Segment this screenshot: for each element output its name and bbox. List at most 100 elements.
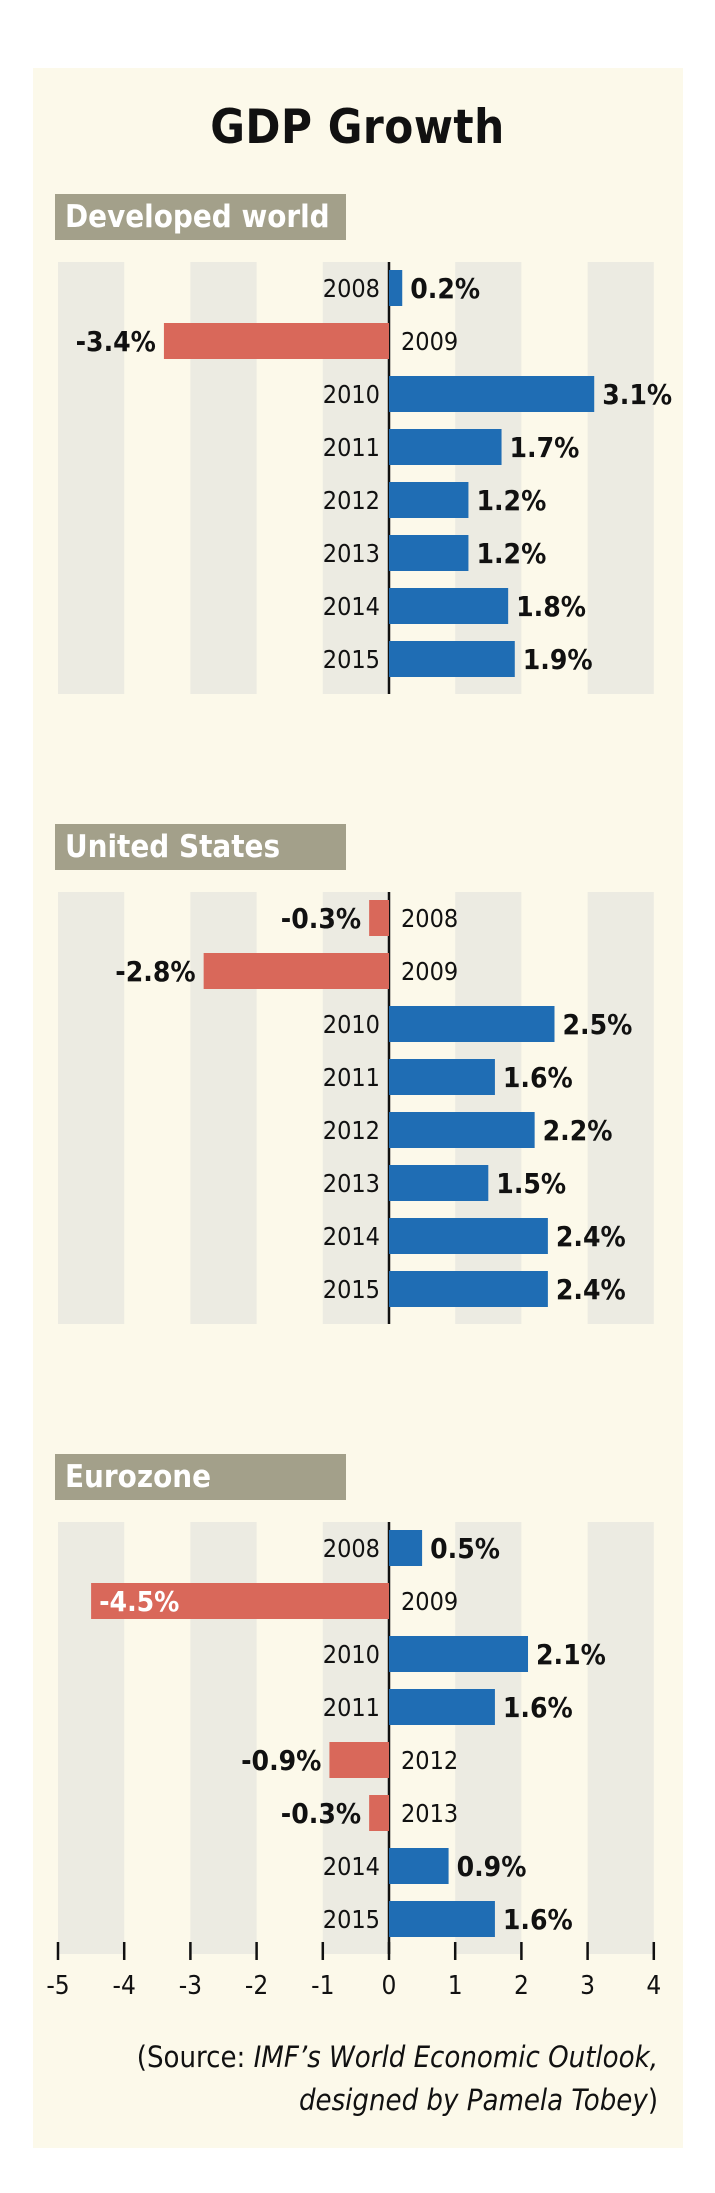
x-tick-label: 1	[448, 1971, 463, 2001]
value-label: 2.2%	[543, 1114, 613, 1147]
source-note: (Source: IMF’s World Economic Outlook, d…	[137, 2036, 658, 2122]
bar	[389, 1059, 495, 1095]
value-label: 0.5%	[430, 1532, 500, 1565]
page-title: GDP Growth	[210, 100, 505, 155]
x-tick-label: 3	[580, 1971, 595, 2001]
year-label: 2011	[323, 1063, 380, 1092]
grid-band	[587, 892, 654, 1324]
panel-title-eurozone: Eurozone	[55, 1454, 346, 1500]
value-label: 1.6%	[503, 1903, 573, 1936]
year-label: 2009	[401, 327, 458, 356]
x-tick-label: -4	[113, 1971, 136, 2001]
source-credit: designed by Pamela Tobey	[298, 2083, 648, 2117]
year-label: 2015	[323, 1275, 380, 1304]
grid-band	[58, 262, 125, 694]
year-label: 2009	[401, 1587, 458, 1616]
value-label: -4.5%	[99, 1585, 179, 1618]
source-publication: IMF’s World Economic Outlook,	[253, 2040, 658, 2074]
year-label: 2012	[323, 486, 380, 515]
bar	[389, 1112, 535, 1148]
source-close: )	[647, 2083, 658, 2117]
year-label: 2014	[323, 592, 380, 621]
value-label: 1.7%	[510, 431, 580, 464]
year-label: 2013	[323, 539, 380, 568]
bar	[91, 1583, 389, 1619]
bar	[389, 1636, 529, 1672]
year-label: 2010	[323, 1010, 380, 1039]
value-label: 2.4%	[556, 1273, 626, 1306]
bar	[389, 1165, 489, 1201]
bar	[389, 1901, 495, 1937]
grid-band	[455, 892, 522, 1324]
value-label: 3.1%	[602, 378, 672, 411]
x-tick-label: -5	[46, 1971, 69, 2001]
value-label: -2.8%	[115, 955, 195, 988]
source-open: (Source:	[136, 2040, 254, 2074]
x-tick-label: 0	[382, 1971, 397, 2001]
year-label: 2008	[323, 274, 380, 303]
year-label: 2014	[323, 1222, 380, 1251]
bar	[329, 1742, 389, 1778]
bar	[203, 953, 389, 989]
year-label: 2013	[401, 1799, 458, 1828]
grid-band	[455, 262, 522, 694]
value-label: 1.6%	[503, 1061, 573, 1094]
value-label: 0.2%	[410, 272, 480, 305]
year-label: 2008	[401, 904, 458, 933]
year-label: 2015	[323, 645, 380, 674]
value-label: 0.9%	[457, 1850, 527, 1883]
value-label: 1.6%	[503, 1691, 573, 1724]
grid-band	[455, 1522, 522, 1954]
bar	[389, 535, 469, 571]
x-tick-label: 2	[514, 1971, 529, 2001]
bar	[389, 376, 595, 412]
bar	[369, 900, 389, 936]
bar	[389, 1271, 548, 1307]
year-label: 2010	[323, 380, 380, 409]
year-label: 2015	[323, 1905, 380, 1934]
value-label: 1.9%	[523, 643, 593, 676]
value-label: -0.3%	[281, 902, 361, 935]
bar	[389, 270, 403, 306]
bar	[389, 482, 469, 518]
bar	[389, 1530, 423, 1566]
x-tick-label: -3	[179, 1971, 202, 2001]
bar	[389, 1218, 548, 1254]
panel-title-united-states: United States	[55, 824, 346, 870]
bar	[369, 1795, 389, 1831]
bar	[389, 1689, 495, 1725]
panel-title-developed-world: Developed world	[55, 194, 346, 240]
grid-band	[58, 892, 125, 1324]
x-tick-label: -2	[245, 1971, 268, 2001]
bar	[163, 323, 389, 359]
value-label: 1.2%	[476, 484, 546, 517]
value-label: 2.4%	[556, 1220, 626, 1253]
x-tick-label: -1	[311, 1971, 334, 2001]
bar	[389, 641, 515, 677]
value-label: -0.3%	[281, 1797, 361, 1830]
year-label: 2013	[323, 1169, 380, 1198]
value-label: 1.2%	[476, 537, 546, 570]
grid-band	[587, 262, 654, 694]
year-label: 2012	[401, 1746, 458, 1775]
bar	[389, 588, 509, 624]
year-label: 2011	[323, 433, 380, 462]
value-label: 1.8%	[516, 590, 586, 623]
year-label: 2009	[401, 957, 458, 986]
year-label: 2011	[323, 1693, 380, 1722]
grid-band	[587, 1522, 654, 1954]
year-label: 2010	[323, 1640, 380, 1669]
bar	[389, 1848, 449, 1884]
bar	[389, 429, 502, 465]
value-label: -0.9%	[241, 1744, 321, 1777]
year-label: 2012	[323, 1116, 380, 1145]
value-label: 2.5%	[563, 1008, 633, 1041]
x-tick-label: 4	[646, 1971, 661, 2001]
value-label: 1.5%	[496, 1167, 566, 1200]
value-label: 2.1%	[536, 1638, 606, 1671]
value-label: -3.4%	[76, 325, 156, 358]
bar	[389, 1006, 555, 1042]
year-label: 2014	[323, 1852, 380, 1881]
year-label: 2008	[323, 1534, 380, 1563]
